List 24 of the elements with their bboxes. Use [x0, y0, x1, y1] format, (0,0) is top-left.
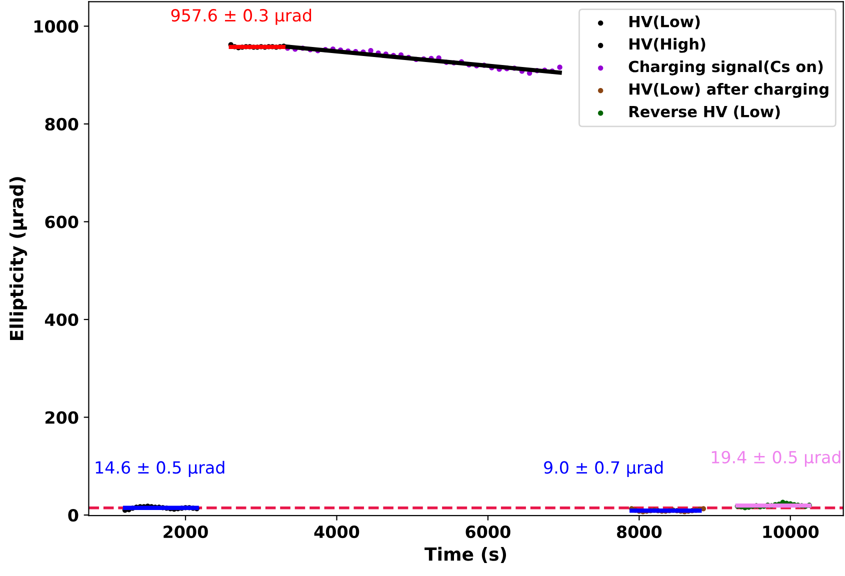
legend-label: HV(Low): [629, 15, 700, 30]
y-tick-label: 400: [44, 313, 78, 326]
legend-label: Charging signal(Cs on): [628, 60, 823, 76]
x-tick-label: 2000: [164, 526, 208, 538]
y-axis-title: Ellipticity (μrad): [9, 177, 28, 340]
point: [700, 506, 706, 512]
legend-label: HV(Low) after charging: [629, 82, 828, 98]
y-tick-label: 1000: [34, 20, 78, 33]
annotation: 19.4 ± 0.5 μrad: [712, 450, 840, 467]
annotation: 14.6 ± 0.5 μrad: [96, 460, 224, 477]
y-tick-label: 200: [46, 411, 78, 424]
x-tick-label: 4000: [314, 526, 360, 538]
x-axis-title: Time (s): [424, 546, 506, 564]
x-tick-label: 6000: [466, 526, 510, 538]
legend-label: Reverse HV (Low): [629, 106, 780, 120]
point: [557, 64, 562, 70]
legend-label: HV(High): [629, 38, 706, 53]
annotation: 957.6 ± 0.3 μrad: [171, 8, 312, 25]
x-tick-label: 8000: [616, 526, 662, 538]
y-tick-label: 800: [45, 118, 78, 131]
y-tick-label: 600: [45, 216, 78, 228]
annotation: 9.0 ± 0.7 μrad: [544, 460, 663, 477]
x-tick-label: 10000: [763, 526, 819, 538]
y-tick-label: 0: [68, 508, 78, 522]
